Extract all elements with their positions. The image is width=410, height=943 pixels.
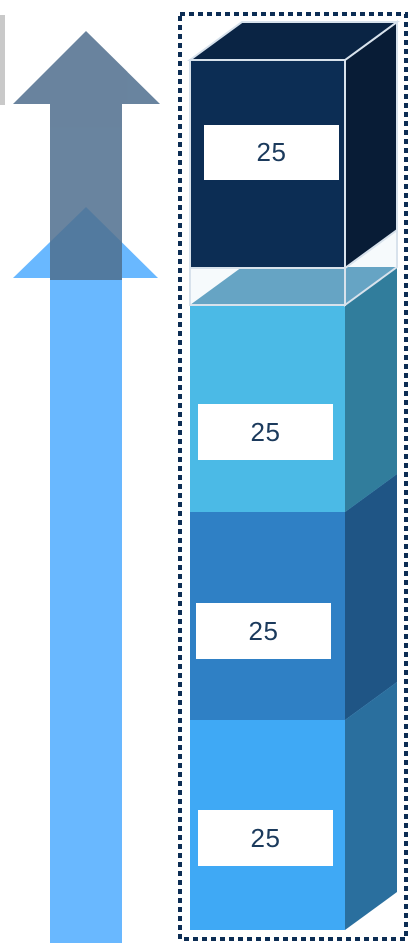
block-label-top: 25 [204, 125, 339, 180]
light-up-arrow [13, 207, 158, 943]
cube-bottom-side [345, 682, 397, 930]
block-label-second: 25 [196, 603, 331, 659]
dark-arrow-shaft [50, 103, 122, 280]
dark-arrow-head [13, 31, 160, 104]
dark-up-arrow [13, 31, 160, 280]
block-label-third: 25 [198, 404, 333, 460]
cube-third-side [345, 267, 397, 512]
block-label-bottom: 25 [198, 810, 333, 866]
cube-gap-front [189, 267, 346, 306]
cube-top-side [344, 20, 398, 270]
left-edge-mark [0, 15, 5, 105]
dashed-frame [178, 12, 408, 941]
light-arrow-shaft [50, 255, 122, 943]
cube-second-side [345, 474, 397, 720]
